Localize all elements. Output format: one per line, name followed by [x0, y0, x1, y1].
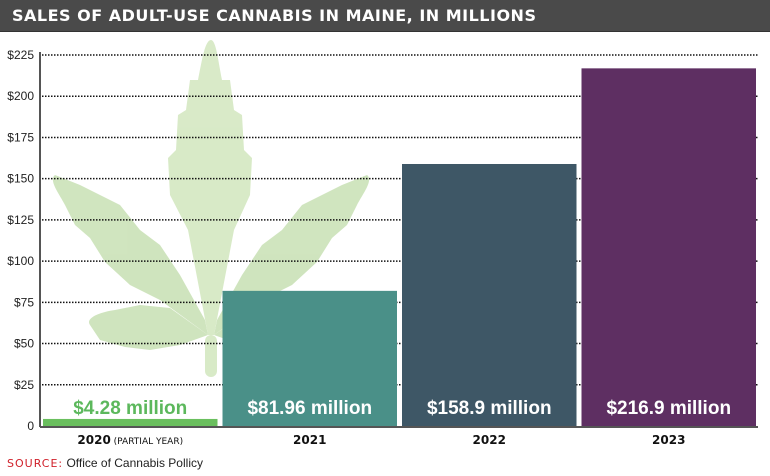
data-label: $81.96 million — [247, 398, 372, 419]
y-tick-label: $50 — [14, 337, 34, 351]
data-label: $4.28 million — [73, 398, 187, 419]
bars: $4.28 million $81.96 million $158.9 millio… — [43, 68, 756, 426]
x-tick-label: 2020 (PARTIAL YEAR) — [77, 433, 183, 447]
y-tick-label: $25 — [14, 378, 34, 392]
bar-2022 — [402, 163, 577, 426]
chart-header: SALES OF ADULT-USE CANNABIS IN MAINE, IN… — [0, 0, 770, 32]
source-text: Office of Cannabis Pollicy — [66, 456, 203, 470]
y-tick-label: $175 — [7, 130, 34, 144]
source-note: SOURCE: Office of Cannabis Pollicy — [7, 456, 203, 470]
y-tick-label: 0 — [27, 419, 34, 433]
x-axis-labels: 2020 (PARTIAL YEAR) 2021 2022 2023 — [77, 433, 685, 447]
bar-2021 — [222, 290, 397, 426]
y-tick-label: $150 — [7, 172, 34, 186]
data-label: $216.9 million — [606, 398, 731, 419]
source-label: SOURCE: — [7, 457, 64, 470]
y-tick-label: $225 — [7, 48, 34, 62]
chart-title: SALES OF ADULT-USE CANNABIS IN MAINE, IN… — [12, 6, 537, 25]
y-tick-label: $125 — [7, 213, 34, 227]
data-label: $158.9 million — [427, 398, 552, 419]
x-tick-note: (PARTIAL YEAR) — [111, 437, 183, 447]
bar-2023 — [581, 68, 756, 426]
x-tick-label: 2023 — [652, 433, 685, 447]
y-tick-label: $200 — [7, 89, 34, 103]
y-axis-ticks: 0 $25 $50 $75 $100 $125 $150 $175 $200 $225 — [7, 48, 34, 433]
bar-2020 — [43, 418, 218, 426]
x-tick-label: 2022 — [473, 433, 506, 447]
y-tick-label: $75 — [14, 295, 34, 309]
y-tick-label: $100 — [7, 254, 34, 268]
gridlines — [42, 54, 758, 386]
x-tick-label: 2021 — [293, 433, 326, 447]
